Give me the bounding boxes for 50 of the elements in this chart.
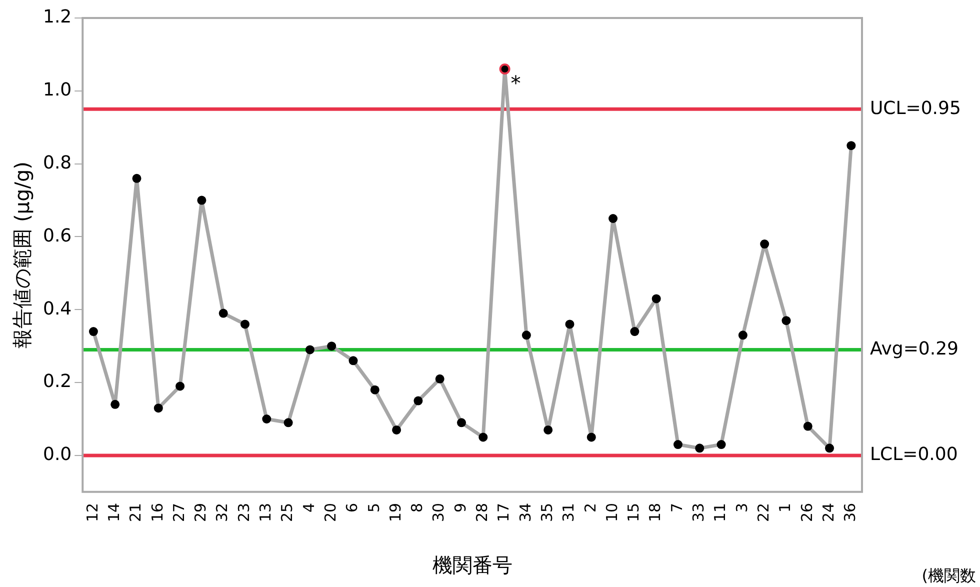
x-tick-label: 35 [538, 502, 556, 522]
x-tick-label: 33 [690, 502, 708, 522]
x-tick-label: 25 [278, 502, 296, 522]
x-tick-label: 27 [170, 502, 188, 522]
x-tick-label: 30 [430, 502, 448, 522]
x-axis-title: 機関番号 [432, 553, 512, 578]
x-tick-label: 11 [711, 502, 730, 522]
y-tick-label: 0.8 [42, 152, 72, 174]
ref-line-label: Avg=0.29 [870, 338, 958, 360]
x-tick-label: 36 [841, 502, 860, 522]
x-tick-label: 1 [776, 502, 794, 512]
x-tick-label: 23 [234, 502, 253, 522]
y-tick-label: 1.2 [42, 6, 72, 28]
x-tick-label: 22 [754, 502, 772, 522]
x-tick-label: 10 [602, 502, 621, 522]
x-tick-label: 21 [126, 502, 145, 522]
x-tick-label: 26 [798, 502, 816, 522]
text: (機関数 [922, 566, 976, 586]
y-tick-label: 0.4 [42, 298, 72, 320]
x-tick-label: 14 [104, 502, 123, 522]
x-tick-label: 15 [624, 502, 643, 522]
x-tick-label: 28 [473, 502, 492, 522]
annotation: * [510, 71, 521, 96]
x-tick-label: 4 [300, 502, 318, 512]
x-tick-label: 16 [148, 502, 166, 522]
x-tick-label: 13 [256, 502, 275, 522]
x-tick-label: 5 [364, 502, 383, 512]
x-tick-label: 19 [386, 502, 404, 522]
x-tick-label: 32 [213, 502, 232, 522]
x-tick-label: 18 [646, 502, 664, 522]
x-tick-label: 8 [408, 502, 426, 512]
y-axis-title: 報告値の範囲 (µg/g) [10, 162, 34, 348]
x-tick-label: 20 [321, 502, 340, 522]
x-tick-label: 3 [732, 502, 751, 512]
y-tick-label: 1.0 [42, 80, 72, 101]
x-tick-label: 17 [494, 502, 513, 522]
x-tick-label: 2 [581, 502, 600, 512]
x-tick-label: 34 [516, 502, 534, 522]
x-tick-label: 31 [560, 502, 578, 522]
ref-line-label: LCL=0.00 [870, 444, 958, 466]
x-tick-label: 29 [192, 502, 210, 522]
y-tick-label: 0.6 [42, 225, 72, 246]
x-tick-label: 6 [343, 502, 362, 512]
x-tick-label: 12 [83, 502, 102, 522]
ref-line-label: UCL=0.95 [870, 98, 961, 119]
y-tick-label: 0.2 [42, 371, 72, 392]
x-tick-label: 7 [668, 502, 686, 512]
x-tick-label: 9 [451, 502, 470, 512]
x-tick-label: 24 [819, 502, 838, 522]
y-tick-label: 0.0 [42, 444, 72, 466]
